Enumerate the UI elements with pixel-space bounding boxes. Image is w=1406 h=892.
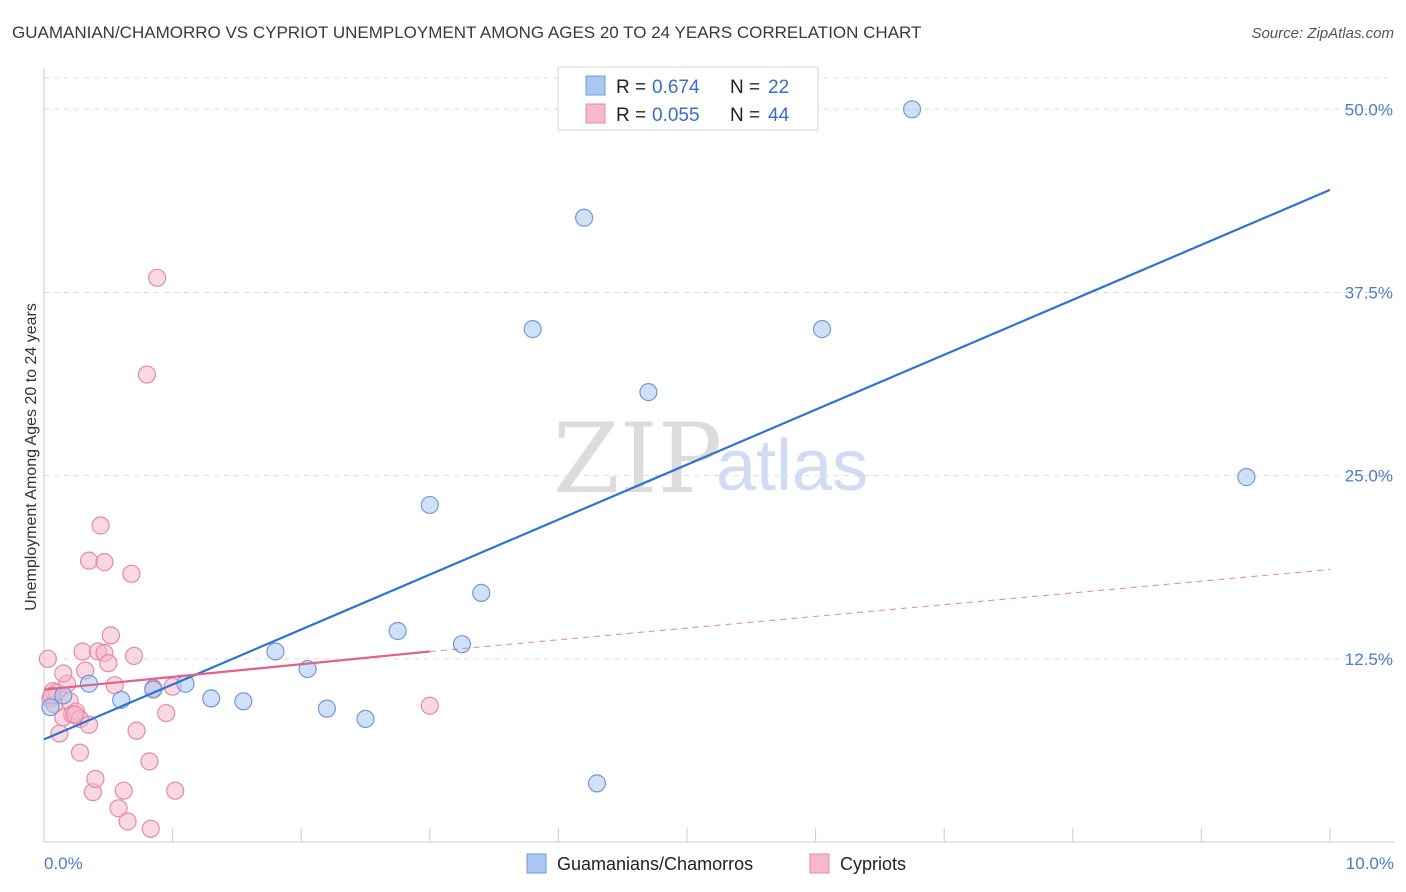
legend-n-value-2: 44 <box>768 105 790 126</box>
legend-n-value-1: 22 <box>768 77 789 98</box>
x-tick-label-min: 0.0% <box>44 854 83 873</box>
source-credit: Source: ZipAtlas.com <box>1251 25 1394 42</box>
x-tick-label-max: 10.0% <box>1346 854 1394 873</box>
y-tick-label: 12.5% <box>1345 650 1393 669</box>
point-guamanian <box>587 774 607 793</box>
point-guamanian <box>639 383 658 402</box>
point-guamanian <box>202 689 221 708</box>
y-tick-label: 25.0% <box>1345 467 1393 486</box>
point-guamanian <box>388 621 407 641</box>
point-guamanian <box>317 699 337 718</box>
gridlines <box>44 77 1394 660</box>
y-tick-label: 50.0% <box>1345 100 1393 119</box>
watermark-atlas: atlas <box>716 426 868 506</box>
point-guamanian <box>812 320 832 339</box>
point-guamanian <box>356 709 375 729</box>
y-tick-labels: 12.5% 25.0% 37.5% 50.0% <box>1345 100 1393 669</box>
y-tick-label: 37.5% <box>1345 283 1393 302</box>
series-legend-swatch-cypriots <box>809 853 830 874</box>
point-cypriot <box>73 642 92 661</box>
point-cypriot <box>79 551 99 570</box>
point-guamanian <box>575 208 594 227</box>
point-cypriot <box>38 649 57 668</box>
point-guamanian <box>420 495 439 515</box>
point-cypriot <box>54 664 73 683</box>
point-guamanian <box>523 320 542 339</box>
point-cypriot <box>140 752 159 771</box>
legend-r-value-1: 0.674 <box>652 77 700 98</box>
watermark-zip: ZIP <box>553 403 722 515</box>
trend-line-guamanian <box>43 188 1331 741</box>
point-cypriot <box>95 553 114 572</box>
point-guamanian <box>902 100 922 119</box>
legend-r-value-2: 0.055 <box>652 105 700 126</box>
point-cypriot <box>157 703 176 723</box>
legend-n-label-1: N = <box>730 77 760 98</box>
point-cypriot <box>70 743 90 762</box>
point-guamanian <box>54 686 73 705</box>
point-guamanian <box>452 635 472 654</box>
point-cypriot <box>65 705 84 724</box>
point-cypriot <box>420 696 439 715</box>
x-tick-marks <box>43 828 1331 842</box>
point-guamanian <box>234 692 253 711</box>
legend-swatch-pink <box>585 103 606 124</box>
point-cypriot <box>91 516 110 535</box>
point-cypriot <box>124 646 144 665</box>
point-cypriot <box>86 769 105 789</box>
trend-line-cypriot <box>43 650 430 691</box>
legend-n-label-2: N = <box>730 105 760 126</box>
chart-title: GUAMANIAN/CHAMORRO VS CYPRIOT UNEMPLOYME… <box>12 23 921 42</box>
y-axis-label: Unemployment Among Ages 20 to 24 years <box>23 303 40 611</box>
legend-r-label-1: R = <box>616 77 646 98</box>
point-cypriot <box>101 626 120 645</box>
point-guamanian <box>1237 468 1256 487</box>
trend-lines <box>43 188 1331 741</box>
point-cypriot <box>118 812 137 831</box>
point-guamanian <box>472 583 491 602</box>
point-cypriot <box>137 365 156 384</box>
point-cypriot <box>109 799 128 818</box>
point-cypriot <box>148 268 167 287</box>
series-legend-swatch-guamanians <box>526 853 547 874</box>
point-cypriot <box>122 564 141 583</box>
point-cypriot <box>141 819 160 838</box>
trend-line-cypriot-extension <box>429 568 1331 652</box>
legend-swatch-blue <box>585 75 606 96</box>
series-legend-label-cypriots: Cypriots <box>840 854 906 874</box>
legend-r-label-2: R = <box>616 105 646 126</box>
point-cypriot <box>99 654 118 673</box>
point-cypriot <box>127 721 146 740</box>
point-guamanian <box>266 642 285 661</box>
point-guamanian <box>41 698 60 717</box>
stats-legend: R = 0.674 N = 22 R = 0.055 N = 44 <box>557 66 819 131</box>
point-cypriot <box>114 781 133 800</box>
series-legend-label-guamanians: Guamanians/Chamorros <box>557 854 753 874</box>
point-cypriot <box>166 781 185 800</box>
series-legend: Guamanians/Chamorros Cypriots <box>526 853 906 874</box>
